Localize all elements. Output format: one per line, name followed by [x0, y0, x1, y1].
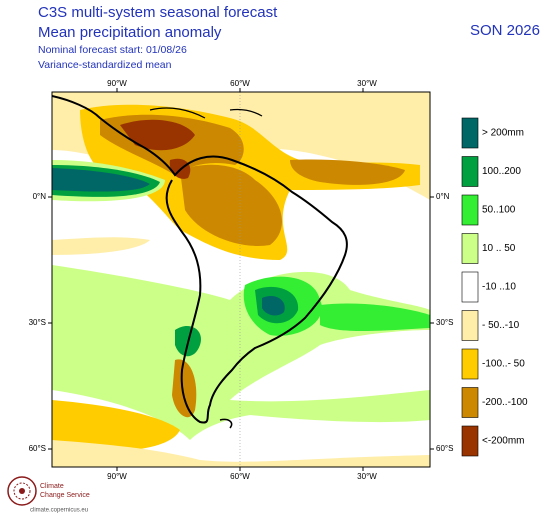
legend-label: 50..100 [482, 205, 516, 216]
legend-label: > 200mm [482, 128, 524, 139]
legend-label: 100..200 [482, 166, 521, 177]
legend-swatch [461, 271, 479, 303]
subtitle: Variance-standardized mean [38, 59, 172, 71]
map-ticks [48, 88, 434, 471]
lon-label: 60°W [230, 472, 250, 481]
legend-swatch [461, 387, 479, 418]
lon-label: 90°W [107, 79, 127, 88]
lon-label: 30°W [357, 472, 377, 481]
map [52, 92, 430, 467]
lat-label: 30°S [29, 318, 46, 327]
legend-swatch [461, 117, 479, 149]
lon-label: 90°W [107, 472, 127, 481]
legend: > 200mm 100..200 50..100 10 .. 50 -10 ..10 - … [461, 117, 528, 457]
legend-swatch [461, 233, 479, 264]
legend-label: <-200mm [482, 436, 525, 447]
legend-label: -100..- 50 [482, 359, 525, 370]
lat-label: 60°S [436, 444, 453, 453]
season: SON 2026 [470, 22, 540, 39]
title: Mean precipitation anomaly [38, 24, 222, 41]
lat-label: 0°N [436, 192, 450, 201]
logo-text: Climate [40, 483, 64, 490]
lon-label: 30°W [357, 79, 377, 88]
lon-label: 60°W [230, 79, 250, 88]
legend-swatch [461, 194, 479, 226]
subtitle: Nominal forecast start: 01/08/26 [38, 44, 187, 56]
legend-swatch [461, 348, 479, 380]
logo-text: Change Service [40, 492, 90, 499]
logo [7, 476, 37, 506]
legend-swatch [461, 310, 479, 341]
lat-label: 60°S [29, 444, 46, 453]
legend-label: - 50..-10 [482, 320, 520, 331]
legend-swatch [461, 425, 479, 457]
lat-label: 30°S [436, 318, 453, 327]
legend-label: 10 .. 50 [482, 243, 516, 254]
legend-swatch [461, 156, 479, 187]
logo-url: climate.copernicus.eu [30, 508, 88, 514]
title: C3S multi-system seasonal forecast [38, 4, 278, 21]
legend-label: -10 ..10 [482, 282, 516, 293]
legend-label: -200..-100 [482, 397, 528, 408]
lat-label: 0°N [33, 192, 47, 201]
